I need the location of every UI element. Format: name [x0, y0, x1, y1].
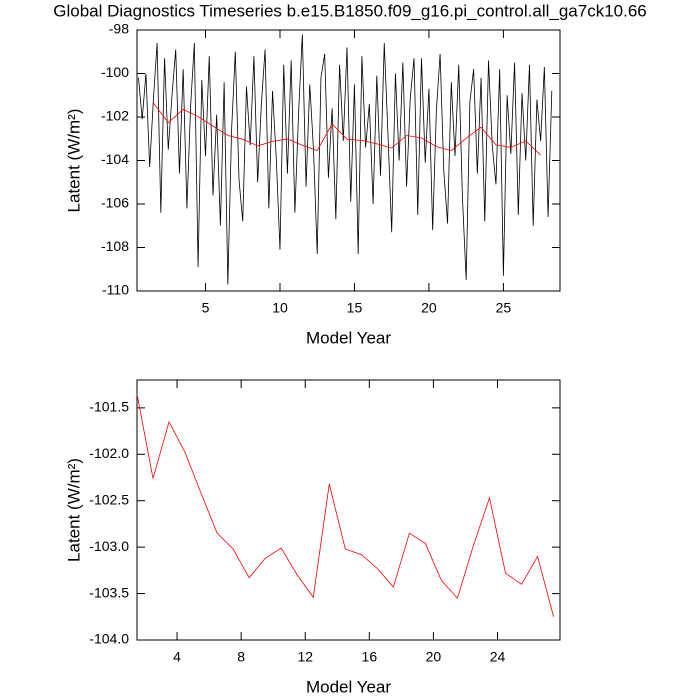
y-tick-label: -100	[101, 64, 129, 80]
x-axis-label: Model Year	[306, 328, 391, 347]
series-line	[136, 393, 554, 617]
x-tick-label: 12	[297, 649, 313, 665]
y-tick-label: -98	[109, 21, 129, 37]
y-tick-label: -102.5	[89, 491, 129, 507]
chart-title: Global Diagnostics Timeseries b.e15.B185…	[53, 1, 647, 20]
series-line	[138, 34, 553, 285]
y-axis-label: Latent (W/m²)	[64, 109, 83, 213]
y-tick-label: -106	[101, 195, 129, 211]
y-tick-label: -102	[101, 108, 129, 124]
x-tick-label: 5	[202, 300, 210, 316]
y-tick-label: -104	[101, 151, 129, 167]
x-tick-label: 4	[173, 649, 181, 665]
x-tick-label: 15	[347, 300, 363, 316]
x-axis-label: Model Year	[306, 677, 391, 696]
x-tick-label: 8	[237, 649, 245, 665]
series-line	[153, 102, 541, 156]
y-tick-label: -104.0	[89, 631, 129, 647]
x-tick-label: 20	[426, 649, 442, 665]
plot-frame	[136, 379, 561, 641]
x-tick-label: 16	[362, 649, 378, 665]
y-axis-label: Latent (W/m²)	[64, 458, 83, 562]
x-tick-label: 20	[421, 300, 437, 316]
x-tick-label: 10	[272, 300, 288, 316]
x-tick-label: 24	[490, 649, 506, 665]
y-tick-label: -102.0	[89, 445, 129, 461]
y-tick-label: -103.0	[89, 538, 129, 554]
y-tick-label: -101.5	[89, 399, 129, 415]
y-tick-label: -103.5	[89, 584, 129, 600]
y-tick-label: -110	[102, 282, 129, 298]
x-tick-label: 25	[496, 300, 512, 316]
y-tick-label: -108	[101, 238, 129, 254]
